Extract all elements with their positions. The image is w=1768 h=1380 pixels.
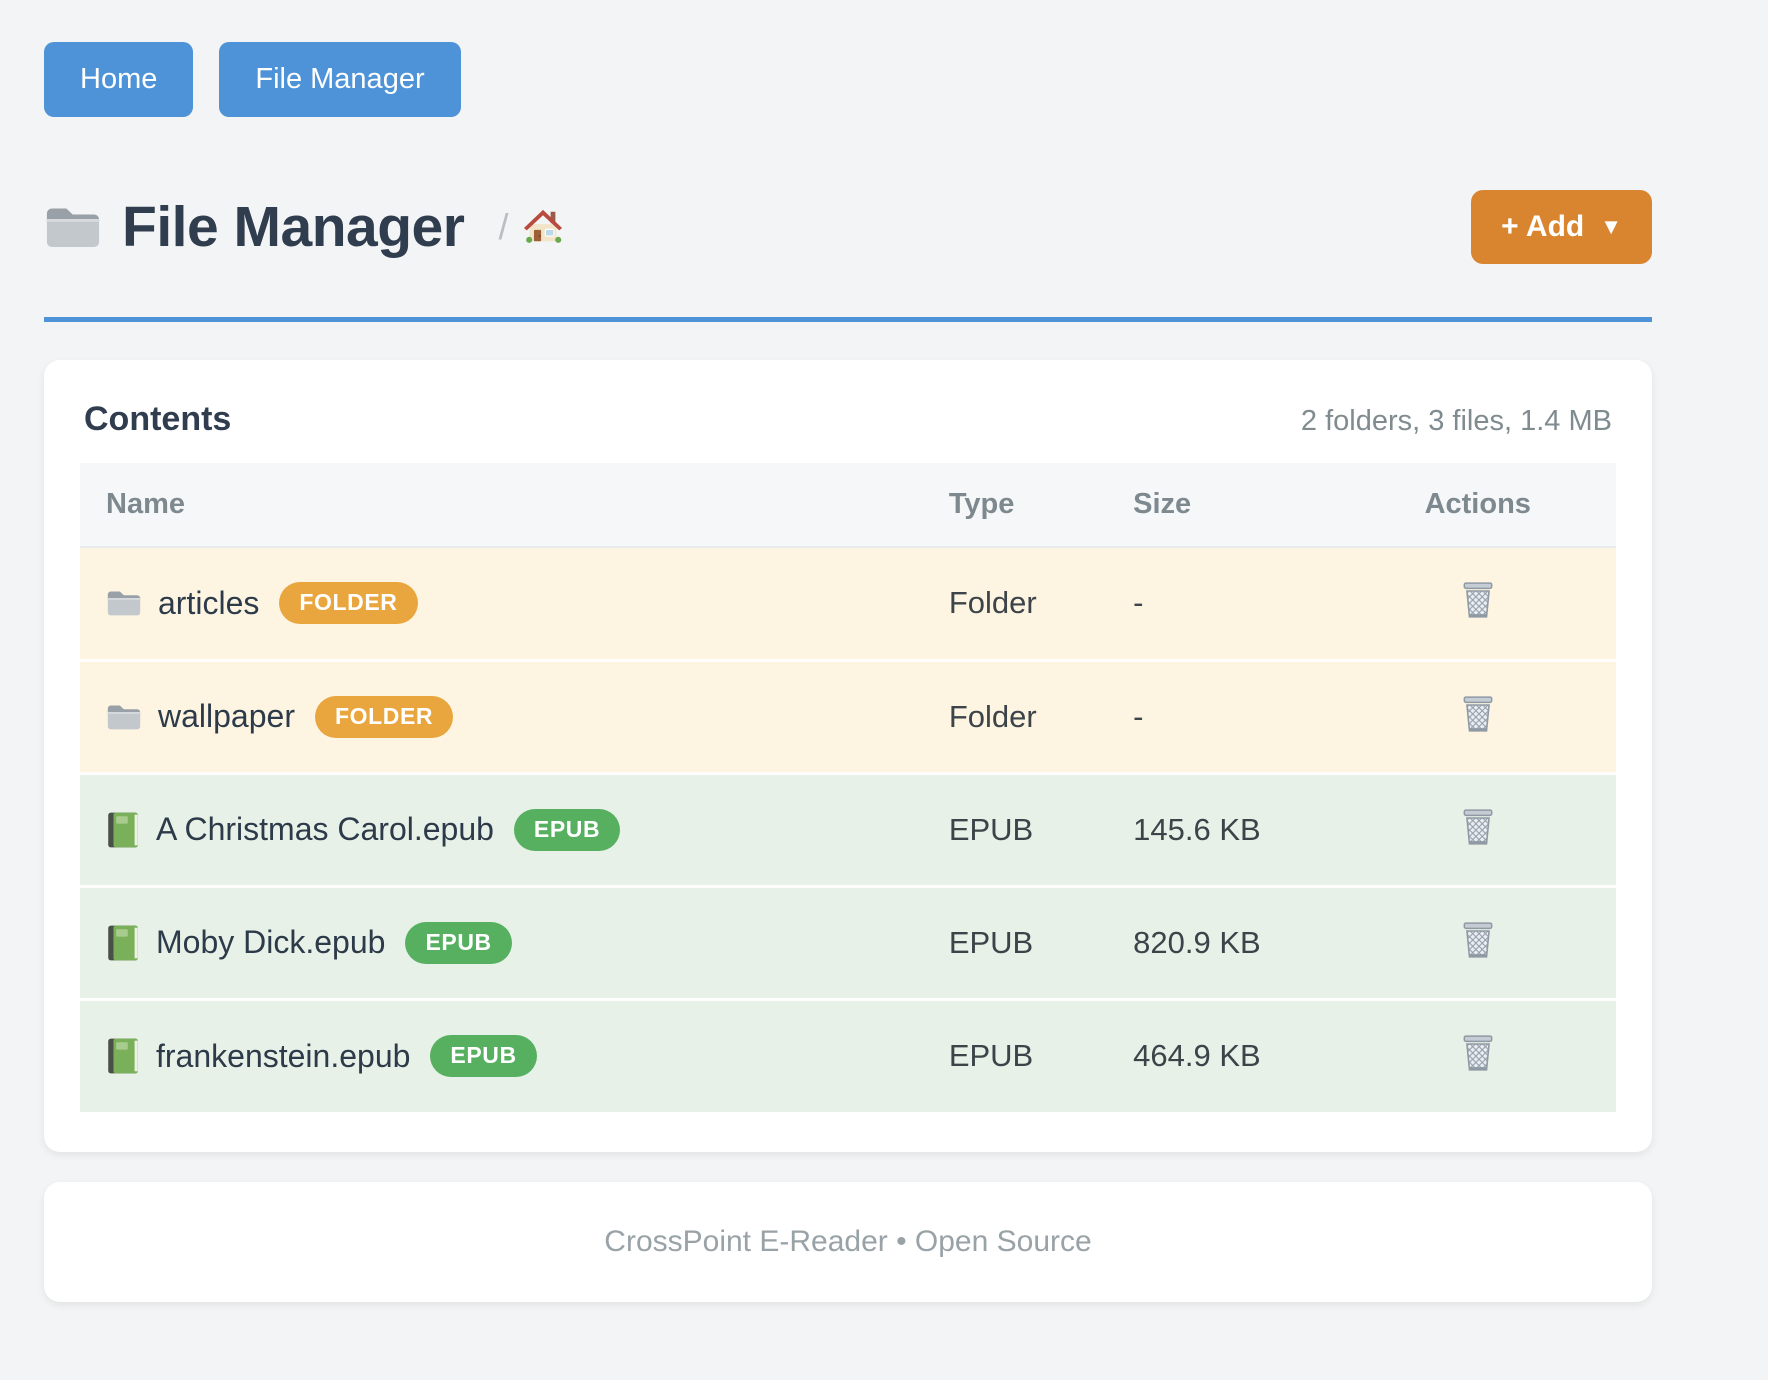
size-cell: 820.9 KB [1109, 886, 1339, 999]
delete-button[interactable] [1456, 917, 1500, 965]
chevron-down-icon: ▼ [1600, 214, 1622, 240]
size-cell: 464.9 KB [1109, 999, 1339, 1112]
name-cell: articles FOLDER [104, 582, 901, 624]
type-badge: EPUB [514, 809, 620, 851]
breadcrumb-separator: / [498, 206, 508, 248]
file-table-body: articles FOLDER Folder - [80, 547, 1616, 1112]
header-divider [44, 317, 1652, 322]
file-table: Name Type Size Actions [80, 463, 1616, 1112]
size-cell: 145.6 KB [1109, 773, 1339, 886]
table-row[interactable]: Moby Dick.epub EPUB EPUB 820.9 KB [80, 886, 1616, 999]
column-header-name: Name [80, 463, 925, 547]
type-cell: EPUB [925, 773, 1109, 886]
file-manager-button[interactable]: File Manager [219, 42, 460, 117]
page-header: File Manager / + Add ▼ [44, 190, 1652, 264]
contents-summary: 2 folders, 3 files, 1.4 MB [1301, 405, 1612, 438]
page: Home File Manager File Manager / [44, 0, 1652, 1302]
home-button[interactable]: Home [44, 42, 193, 117]
name-cell: A Christmas Carol.epub EPUB [104, 809, 901, 851]
file-name[interactable]: A Christmas Carol.epub [156, 811, 494, 848]
book-icon [106, 924, 140, 962]
book-icon [106, 811, 140, 849]
table-row[interactable]: A Christmas Carol.epub EPUB EPUB 145.6 K… [80, 773, 1616, 886]
folder-icon [106, 701, 142, 733]
table-row[interactable]: frankenstein.epub EPUB EPUB 464.9 KB [80, 999, 1616, 1112]
trash-icon [1460, 695, 1496, 735]
add-button[interactable]: + Add ▼ [1471, 190, 1652, 264]
trash-icon [1460, 921, 1496, 961]
file-name[interactable]: wallpaper [158, 698, 295, 735]
column-header-size: Size [1109, 463, 1339, 547]
book-icon [106, 1037, 140, 1075]
delete-button[interactable] [1456, 691, 1500, 739]
trash-icon [1460, 1034, 1496, 1074]
column-header-type: Type [925, 463, 1109, 547]
table-row[interactable]: wallpaper FOLDER Folder - [80, 660, 1616, 773]
footer-card: CrossPoint E-Reader • Open Source [44, 1182, 1652, 1302]
type-cell: Folder [925, 660, 1109, 773]
file-table-header: Name Type Size Actions [80, 463, 1616, 547]
type-cell: Folder [925, 547, 1109, 660]
type-cell: EPUB [925, 886, 1109, 999]
type-badge: EPUB [405, 922, 511, 964]
column-header-actions: Actions [1340, 463, 1616, 547]
file-name[interactable]: frankenstein.epub [156, 1038, 410, 1075]
trash-icon [1460, 581, 1496, 621]
folder-icon [106, 587, 142, 619]
trash-icon [1460, 808, 1496, 848]
size-cell: - [1109, 660, 1339, 773]
page-title: File Manager [122, 194, 464, 260]
type-cell: EPUB [925, 999, 1109, 1112]
title-group: File Manager / [44, 194, 564, 260]
delete-button[interactable] [1456, 577, 1500, 625]
delete-button[interactable] [1456, 804, 1500, 852]
top-nav: Home File Manager [44, 42, 1652, 117]
contents-card: Contents 2 folders, 3 files, 1.4 MB Name… [44, 360, 1652, 1152]
size-cell: - [1109, 547, 1339, 660]
contents-title: Contents [84, 400, 231, 439]
footer-text: CrossPoint E-Reader • Open Source [604, 1225, 1091, 1259]
file-name[interactable]: Moby Dick.epub [156, 924, 385, 961]
name-cell: frankenstein.epub EPUB [104, 1035, 901, 1077]
folder-icon [44, 203, 102, 251]
add-button-label: + Add [1501, 210, 1584, 244]
file-name[interactable]: articles [158, 585, 259, 622]
breadcrumb: / [498, 206, 564, 248]
table-row[interactable]: articles FOLDER Folder - [80, 547, 1616, 660]
name-cell: Moby Dick.epub EPUB [104, 922, 901, 964]
house-icon[interactable] [522, 207, 564, 247]
type-badge: FOLDER [315, 696, 453, 738]
name-cell: wallpaper FOLDER [104, 696, 901, 738]
delete-button[interactable] [1456, 1030, 1500, 1078]
contents-card-header: Contents 2 folders, 3 files, 1.4 MB [80, 400, 1616, 439]
type-badge: FOLDER [279, 582, 417, 624]
type-badge: EPUB [430, 1035, 536, 1077]
